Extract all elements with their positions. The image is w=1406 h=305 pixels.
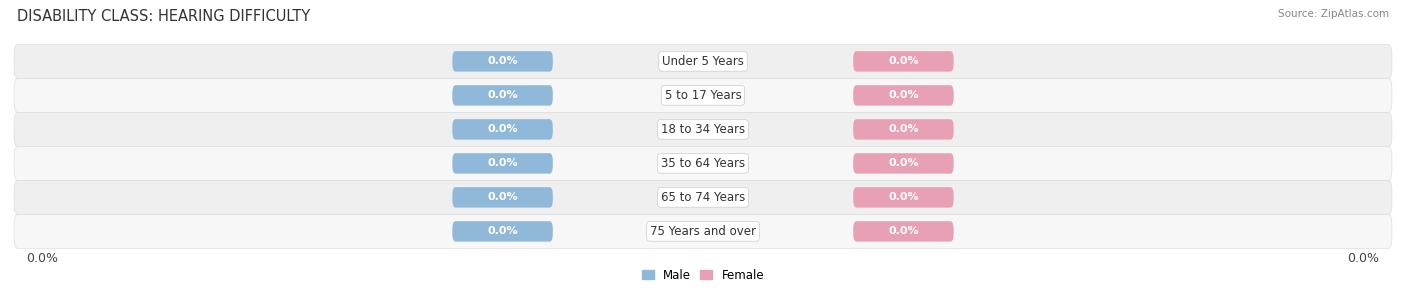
Text: 0.0%: 0.0% xyxy=(488,56,517,66)
FancyBboxPatch shape xyxy=(453,85,553,106)
Text: 18 to 34 Years: 18 to 34 Years xyxy=(661,123,745,136)
Text: 35 to 64 Years: 35 to 64 Years xyxy=(661,157,745,170)
Text: 0.0%: 0.0% xyxy=(889,56,918,66)
Text: 0.0%: 0.0% xyxy=(488,226,517,236)
Legend: Male, Female: Male, Female xyxy=(641,268,765,282)
FancyBboxPatch shape xyxy=(453,153,553,174)
Text: 75 Years and over: 75 Years and over xyxy=(650,225,756,238)
FancyBboxPatch shape xyxy=(853,221,953,242)
Text: 5 to 17 Years: 5 to 17 Years xyxy=(665,89,741,102)
Text: DISABILITY CLASS: HEARING DIFFICULTY: DISABILITY CLASS: HEARING DIFFICULTY xyxy=(17,9,311,24)
Text: 0.0%: 0.0% xyxy=(488,192,517,203)
FancyBboxPatch shape xyxy=(453,119,553,140)
FancyBboxPatch shape xyxy=(853,51,953,72)
FancyBboxPatch shape xyxy=(14,78,1392,113)
FancyBboxPatch shape xyxy=(853,187,953,208)
Text: 0.0%: 0.0% xyxy=(488,158,517,168)
FancyBboxPatch shape xyxy=(453,221,553,242)
Text: 0.0%: 0.0% xyxy=(27,253,59,265)
FancyBboxPatch shape xyxy=(14,146,1392,180)
Text: 65 to 74 Years: 65 to 74 Years xyxy=(661,191,745,204)
FancyBboxPatch shape xyxy=(453,187,553,208)
Text: 0.0%: 0.0% xyxy=(889,226,918,236)
FancyBboxPatch shape xyxy=(853,153,953,174)
Text: 0.0%: 0.0% xyxy=(889,124,918,135)
Text: 0.0%: 0.0% xyxy=(889,192,918,203)
Text: 0.0%: 0.0% xyxy=(488,90,517,100)
Text: 0.0%: 0.0% xyxy=(1347,253,1379,265)
Text: 0.0%: 0.0% xyxy=(488,124,517,135)
Text: Source: ZipAtlas.com: Source: ZipAtlas.com xyxy=(1278,9,1389,19)
Text: Under 5 Years: Under 5 Years xyxy=(662,55,744,68)
FancyBboxPatch shape xyxy=(14,214,1392,248)
FancyBboxPatch shape xyxy=(14,113,1392,146)
FancyBboxPatch shape xyxy=(14,180,1392,214)
FancyBboxPatch shape xyxy=(853,85,953,106)
Text: 0.0%: 0.0% xyxy=(889,90,918,100)
FancyBboxPatch shape xyxy=(853,119,953,140)
FancyBboxPatch shape xyxy=(453,51,553,72)
Text: 0.0%: 0.0% xyxy=(889,158,918,168)
FancyBboxPatch shape xyxy=(14,45,1392,78)
